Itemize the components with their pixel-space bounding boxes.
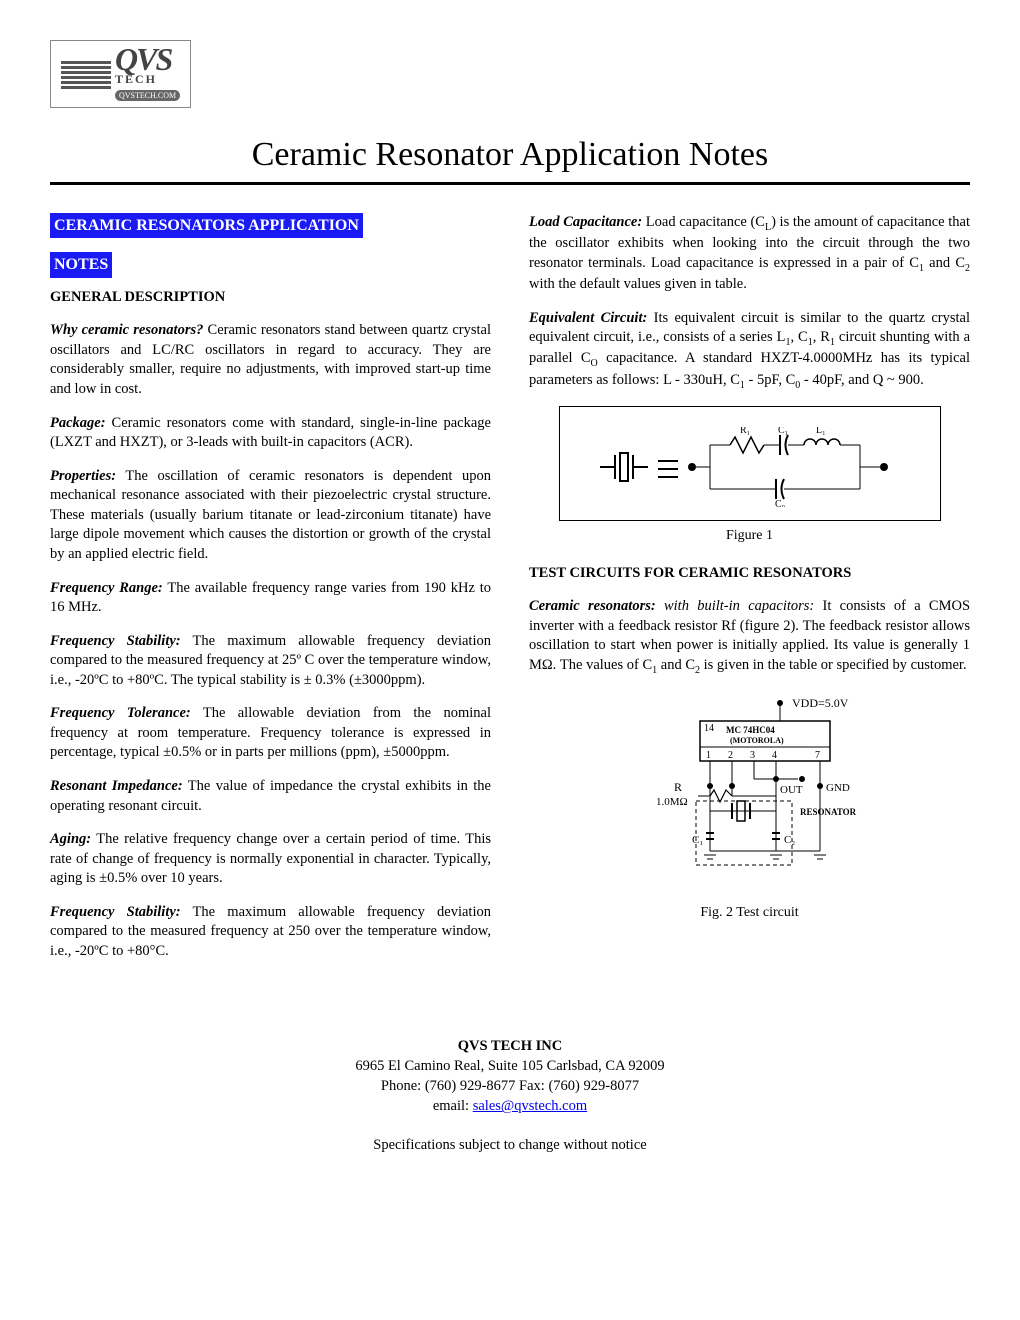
equivalent-circuit-diagram: R₁ C₁ L₁ C₀ — [580, 427, 920, 507]
svg-text:C₀: C₀ — [775, 499, 786, 507]
company-logo: QVS TECH QVSTECH.COM — [50, 40, 191, 108]
svg-text:C₂: C₂ — [784, 834, 795, 846]
right-column: Load Capacitance: Load capacitance (CL) … — [529, 213, 970, 976]
para-aging: Aging: The relative frequency change ove… — [50, 830, 491, 889]
page-title: Ceramic Resonator Application Notes — [50, 136, 970, 174]
para-freq-range: Frequency Range: The available frequency… — [50, 579, 491, 618]
footer-phone: Phone: (760) 929-8677 Fax: (760) 929-807… — [50, 1076, 970, 1096]
para-freq-tolerance: Frequency Tolerance: The allowable devia… — [50, 704, 491, 763]
figure-1-caption: Figure 1 — [529, 527, 970, 546]
test-circuit-diagram: VDD=5.0V 14 MC 74HC04 (MOTOROLA) 1 2 3 4… — [610, 691, 890, 891]
figure-2-caption: Fig. 2 Test circuit — [529, 904, 970, 923]
logo-url: QVSTECH.COM — [115, 90, 180, 101]
svg-text:1: 1 — [706, 750, 711, 761]
figure-2-box: VDD=5.0V 14 MC 74HC04 (MOTOROLA) 1 2 3 4… — [610, 691, 890, 898]
figure-1-box: R₁ C₁ L₁ C₀ — [559, 406, 941, 521]
para-freq-stability: Frequency Stability: The maximum allowab… — [50, 632, 491, 691]
footer-address: 6965 El Camino Real, Suite 105 Carlsbad,… — [50, 1056, 970, 1076]
para-package: Package: Ceramic resonators come with st… — [50, 414, 491, 453]
svg-text:1.0MΩ: 1.0MΩ — [656, 796, 688, 808]
svg-text:C₁: C₁ — [778, 427, 788, 436]
svg-text:GND: GND — [826, 782, 850, 794]
para-equiv-circuit: Equivalent Circuit: Its equivalent circu… — [529, 309, 970, 393]
heading-general: GENERAL DESCRIPTION — [50, 288, 491, 308]
para-freq-stability-2: Frequency Stability: The maximum allowab… — [50, 903, 491, 962]
svg-text:C₁: C₁ — [692, 834, 703, 846]
logo-brand: QVS — [115, 47, 180, 73]
svg-text:14: 14 — [704, 723, 714, 734]
svg-text:3: 3 — [750, 750, 755, 761]
label-vdd: VDD=5.0V — [792, 696, 849, 710]
svg-text:4: 4 — [772, 750, 777, 761]
svg-text:R₁: R₁ — [740, 427, 750, 436]
svg-text:7: 7 — [815, 750, 820, 761]
svg-text:2: 2 — [728, 750, 733, 761]
svg-text:OUT: OUT — [780, 784, 803, 796]
title-rule — [50, 182, 970, 185]
svg-text:L₁: L₁ — [816, 427, 826, 436]
section-header-line1: CERAMIC RESONATORS APPLICATION — [50, 213, 363, 239]
heading-test-circuits: TEST CIRCUITS FOR CERAMIC RESONATORS — [529, 564, 970, 584]
footer-email-link[interactable]: sales@qvstech.com — [473, 1098, 587, 1114]
svg-text:MC 74HC04: MC 74HC04 — [726, 725, 775, 735]
para-why: Why ceramic resonators? Ceramic resonato… — [50, 321, 491, 399]
page-footer: QVS TECH INC 6965 El Camino Real, Suite … — [50, 1036, 970, 1155]
para-resonant-impedance: Resonant Impedance: The value of impedan… — [50, 777, 491, 816]
para-load-cap: Load Capacitance: Load capacitance (CL) … — [529, 213, 970, 295]
footer-disclaimer: Specifications subject to change without… — [50, 1135, 970, 1155]
para-properties: Properties: The oscillation of ceramic r… — [50, 467, 491, 565]
svg-text:R: R — [674, 780, 682, 794]
footer-email-label: email: — [433, 1098, 473, 1114]
para-test-circuit: Ceramic resonators: with built-in capaci… — [529, 597, 970, 677]
footer-company: QVS TECH INC — [458, 1038, 562, 1054]
svg-text:RESONATOR: RESONATOR — [800, 807, 857, 817]
left-column: CERAMIC RESONATORS APPLICATION NOTES GEN… — [50, 213, 491, 976]
svg-text:(MOTOROLA): (MOTOROLA) — [730, 736, 784, 745]
section-header-line2: NOTES — [50, 252, 112, 278]
